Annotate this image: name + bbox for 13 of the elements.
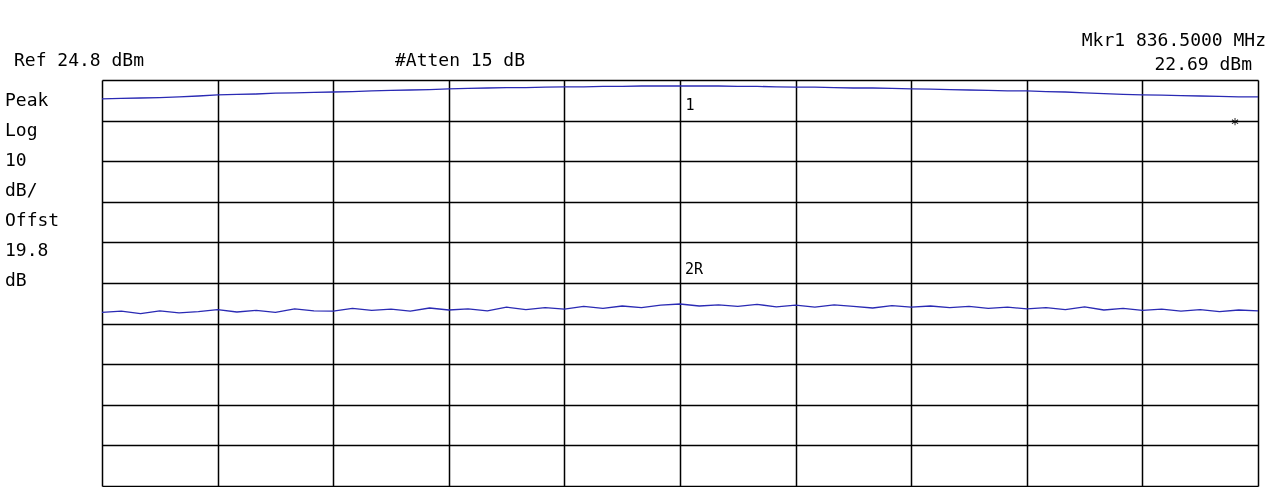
text: dB/ — [5, 179, 38, 200]
text: Mkr1 836.5000 MHz — [1081, 29, 1266, 50]
annotation: 2R — [684, 260, 704, 278]
text: Peak — [5, 89, 49, 110]
text: Log — [5, 119, 38, 140]
text: 10 — [5, 149, 27, 170]
text: #Atten 15 dB — [395, 49, 526, 70]
text: 22.69 dBm — [1154, 53, 1252, 74]
annotation: 1 — [685, 96, 695, 114]
text: Offst — [5, 209, 60, 230]
text: 19.8 — [5, 239, 49, 260]
text: Ref 24.8 dBm — [14, 49, 145, 70]
text: dB — [5, 269, 27, 290]
